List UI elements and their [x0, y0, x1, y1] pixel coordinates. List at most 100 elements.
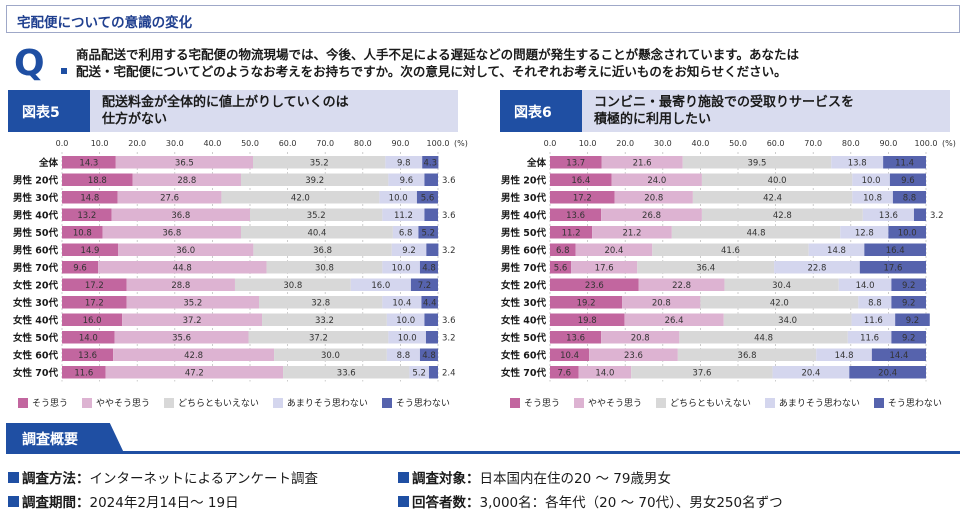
data-label: 10.0 — [396, 316, 415, 326]
data-label: 42.8 — [773, 211, 792, 221]
data-label: 17.2 — [85, 299, 104, 309]
data-label: 7.2 — [418, 281, 432, 291]
bar-segment — [382, 296, 422, 309]
bullet-square-icon — [8, 495, 19, 507]
data-label: 11.6 — [74, 369, 93, 379]
bar-segment — [575, 243, 653, 256]
data-label: 27.6 — [160, 194, 179, 204]
bar-segment — [677, 348, 817, 361]
data-label: 32.8 — [311, 299, 330, 309]
bar-segment — [679, 331, 848, 344]
data-label: 17.6 — [595, 264, 614, 274]
data-label: 9.6 — [901, 176, 915, 186]
bar-segment — [62, 173, 133, 186]
data-label: 9.2 — [902, 334, 916, 344]
bar-segment — [889, 173, 926, 186]
question-text: 商品配送で利用する宅配便の物流現場では、今後、人手不足による遅延などの問題が発生… — [76, 46, 956, 80]
data-label: 28.8 — [171, 281, 190, 291]
bar-segment — [638, 278, 725, 291]
bar-segment — [253, 243, 392, 256]
bar-segment — [589, 348, 678, 361]
data-label: 20.8 — [644, 194, 663, 204]
bar-segment — [416, 191, 438, 204]
legend-item: そう思わない — [873, 396, 942, 409]
data-label: 35.2 — [307, 211, 326, 221]
survey-divider — [6, 451, 960, 454]
x-tick-label: 50.0 — [241, 139, 259, 148]
data-label: 37.2 — [309, 334, 328, 344]
legend-swatch — [510, 397, 520, 408]
data-label: 20.4 — [801, 369, 820, 379]
x-tick-label: 80.0 — [354, 139, 372, 148]
bar-segment — [700, 296, 859, 309]
category-label: 男性 50代 — [13, 227, 59, 239]
data-label: 17.2 — [573, 194, 592, 204]
bar-segment — [724, 278, 839, 291]
survey-period-value: 2024年2月14日～ 19日 — [89, 495, 239, 511]
data-label: 36.8 — [738, 351, 757, 361]
x-tick-label: 60.0 — [279, 139, 297, 148]
data-label: 2.4 — [442, 369, 456, 379]
bar-segment — [388, 173, 425, 186]
bar-segment — [859, 261, 926, 274]
data-label: 36.0 — [176, 246, 195, 256]
bar-segment — [105, 366, 284, 379]
legend-item: そう思う — [510, 396, 560, 409]
bar-segment — [852, 173, 890, 186]
legend-swatch — [272, 397, 283, 408]
data-label: 21.6 — [633, 159, 652, 169]
data-label: 44.8 — [173, 264, 192, 274]
panel-header-6: 図表6 コンビニ・最寄り施設での受取りサービスを 積極的に利用したい — [500, 90, 950, 132]
bar-segment — [253, 156, 386, 169]
data-label: 23.6 — [624, 351, 643, 361]
bar-segment — [550, 156, 602, 169]
data-label: 37.2 — [183, 316, 202, 326]
x-tick-label: 40.0 — [691, 139, 709, 148]
category-label: 男性 70代 — [501, 262, 547, 274]
survey-method-value: インターネットによるアンケート調査 — [89, 471, 319, 487]
bar-segment — [98, 261, 267, 274]
bar-segment — [891, 278, 926, 291]
data-label: 9.2 — [902, 299, 916, 309]
bar-segment — [550, 331, 602, 344]
data-label: 44.8 — [747, 229, 766, 239]
x-tick-label: 80.0 — [842, 139, 860, 148]
data-label: 3.6 — [442, 211, 456, 221]
bar-segment — [578, 366, 632, 379]
data-label: 39.2 — [305, 176, 324, 186]
bar-segment — [234, 278, 351, 291]
bar-segment — [550, 313, 625, 326]
bar-segment — [425, 331, 438, 344]
data-label: 14.4 — [889, 351, 908, 361]
legend-item: どちらともいえない — [656, 396, 751, 409]
bar-segment — [847, 331, 892, 344]
panel-label-5-line2: 仕方がない — [102, 112, 168, 127]
bar-segment — [132, 173, 241, 186]
bar-segment — [550, 366, 579, 379]
bar-segment — [692, 191, 853, 204]
bar-segment — [262, 313, 387, 326]
legend-label: そう思う — [32, 399, 69, 409]
x-tick-label: 10.0 — [91, 139, 109, 148]
data-label: 3.2 — [442, 246, 456, 256]
bar-segment — [424, 313, 438, 326]
survey-target: 調査対象： 日本国内在住の20 ～ 79歳男女 — [398, 467, 671, 487]
x-tick-label: 100.0 — [427, 139, 450, 148]
data-label: 10.8 — [73, 229, 92, 239]
bar-segment — [386, 313, 425, 326]
data-label: 33.2 — [315, 316, 334, 326]
data-label: 3.2 — [930, 211, 944, 221]
legend-item: そう思わない — [381, 396, 450, 409]
data-label: 4.8 — [422, 264, 436, 274]
data-label: 14.8 — [80, 194, 99, 204]
bar-segment — [892, 191, 926, 204]
data-label: 20.4 — [878, 369, 897, 379]
data-label: 36.4 — [696, 264, 715, 274]
category-label: 女性 60代 — [501, 350, 547, 362]
panel-label-6-line2: 積極的に利用したい — [594, 112, 712, 127]
data-label: 9.6 — [73, 264, 87, 274]
data-label: 11.2 — [562, 229, 581, 239]
x-tick-label: 60.0 — [767, 139, 785, 148]
data-label: 10.0 — [389, 194, 408, 204]
bar-segment — [601, 208, 702, 221]
